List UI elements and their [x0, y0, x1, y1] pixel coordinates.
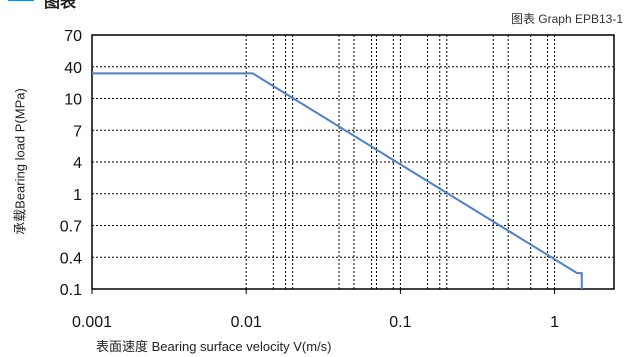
y-tick-label: 7: [73, 123, 82, 140]
x-axis-label: 表面速度 Bearing surface velocity V(m/s): [96, 339, 332, 354]
y-tick-label: 0.1: [60, 282, 82, 299]
section-accent-bar: [8, 0, 34, 1]
x-tick-label: 0.01: [231, 314, 262, 331]
y-tick-label: 10: [64, 92, 82, 109]
y-tick-label: 0.7: [60, 219, 82, 236]
chart-caption: 图表 Graph EPB13-1: [510, 12, 623, 26]
y-tick-label: 4: [73, 155, 82, 172]
y-tick-label: 1: [73, 187, 82, 204]
x-tick-label: 1: [550, 314, 559, 331]
y-tick-label: 0.4: [60, 250, 82, 267]
x-tick-label: 0.1: [389, 314, 411, 331]
section-header: 图表: [0, 0, 631, 11]
plot-frame: [91, 34, 615, 290]
series-line: [92, 72, 583, 289]
y-axis-label: 承载Bearing load P(MPa): [12, 88, 28, 235]
section-header-title: 图表: [44, 0, 77, 11]
y-tick-label: 40: [64, 60, 82, 77]
x-tick-label: 0.001: [72, 314, 112, 331]
y-tick-label: 70: [64, 28, 82, 45]
